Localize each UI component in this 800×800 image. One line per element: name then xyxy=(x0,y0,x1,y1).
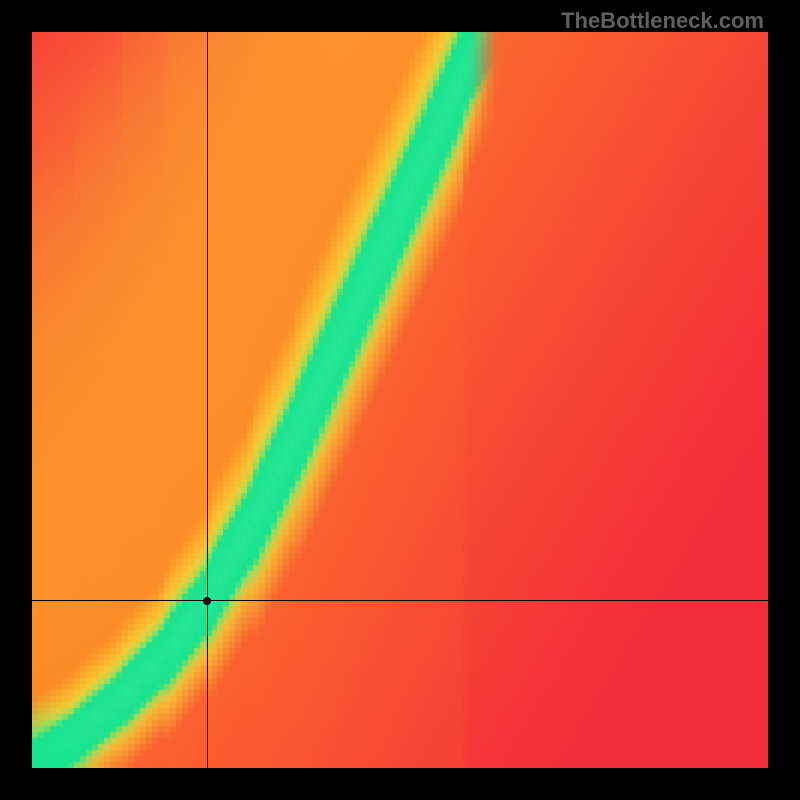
watermark-text: TheBottleneck.com xyxy=(561,8,764,34)
crosshair-vertical xyxy=(207,32,208,768)
bottleneck-heatmap xyxy=(32,32,768,768)
chart-frame xyxy=(0,0,800,800)
crosshair-horizontal xyxy=(32,600,768,601)
